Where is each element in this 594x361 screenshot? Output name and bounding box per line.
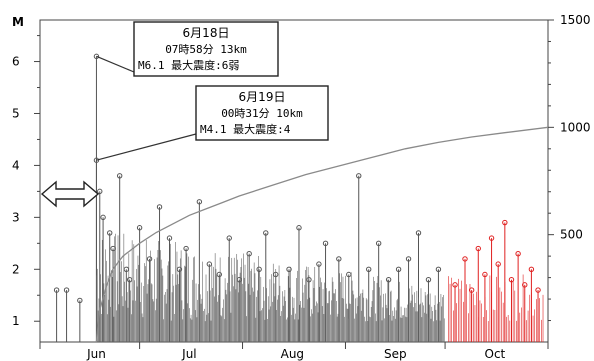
event-point (263, 230, 269, 236)
event-point (166, 235, 173, 241)
callout-time-depth: 07時58分 13km (165, 43, 247, 56)
event-point (256, 266, 262, 272)
callouts: 6月18日 07時58分 13km M6.1 最大震度:6弱 6月19日 00時31分 … (96, 21, 329, 161)
callout-time-depth: 00時31分 10km (221, 107, 303, 120)
callout-date: 6月19日 (239, 90, 286, 104)
event-point (435, 266, 442, 272)
event-point (146, 256, 153, 262)
event-point (63, 287, 70, 293)
y-left-tick-label: 3 (12, 210, 20, 224)
cumulative-curve (95, 126, 549, 343)
x-month-label: Jun (86, 347, 106, 361)
event-point (206, 261, 213, 267)
event-point (535, 287, 541, 293)
event-point (286, 266, 292, 272)
callout-magnitude-intensity: M4.1 最大震度:4 (200, 122, 291, 136)
callout-date: 6月18日 (183, 26, 230, 40)
event-point (156, 204, 163, 210)
event-point (475, 245, 481, 252)
double-arrow-shape (40, 180, 100, 208)
x-month-label: Aug (281, 347, 304, 361)
event-point (336, 256, 342, 262)
event-point (495, 261, 501, 267)
event-point (322, 240, 329, 247)
double-arrow-icon (40, 180, 100, 208)
x-month-label: Oct (485, 347, 506, 361)
event-point (136, 225, 143, 231)
callout-leader (96, 55, 135, 73)
event-point (366, 266, 372, 272)
event-point (375, 240, 382, 247)
event-point (415, 230, 422, 236)
event-point (226, 235, 232, 241)
data-stems (53, 53, 544, 342)
event-point (425, 276, 432, 283)
event-point (316, 261, 322, 267)
event-point (385, 276, 392, 283)
y-left-axis-label: M (12, 15, 24, 29)
event-point (528, 266, 535, 272)
cumulative-curve-line (95, 126, 549, 343)
event-point (97, 188, 103, 195)
event-point (405, 256, 412, 262)
callout-leader (96, 133, 197, 161)
callout-box (133, 21, 279, 77)
callout-magnitude-intensity: M6.1 最大震度:6弱 (138, 58, 239, 72)
y-left-tick-label: 1 (12, 314, 20, 328)
callout-box (195, 85, 329, 141)
event-point (395, 266, 402, 272)
event-point (508, 276, 515, 283)
event-point (77, 297, 83, 304)
event-point (468, 287, 475, 293)
axis-ticks: 1 2 3 4 5 6 500 1000 1500 Jun Jul Aug Sep Oct (12, 13, 591, 361)
event-point (196, 199, 203, 205)
event-point (183, 245, 189, 252)
event-point (522, 282, 528, 288)
y-left-tick-label: 6 (12, 55, 20, 69)
y-left-tick-label: 2 (12, 262, 20, 276)
event-point (107, 230, 113, 236)
event-point (356, 173, 362, 179)
event-point (515, 251, 521, 257)
event-point (482, 271, 488, 278)
event-point (488, 235, 495, 241)
event-point (296, 225, 302, 231)
event-point (53, 287, 60, 293)
y-right-tick-label: 1000 (560, 120, 591, 134)
x-month-label: Jul (181, 347, 196, 361)
y-right-tick-label: 1500 (560, 13, 591, 27)
y-left-tick-label: 5 (12, 106, 20, 120)
event-point (100, 214, 106, 221)
y-left-tick-label: 4 (12, 158, 20, 172)
event-point (246, 251, 252, 257)
event-point (462, 256, 468, 262)
event-point (216, 271, 222, 278)
y-right-tick-label: 500 (560, 228, 583, 242)
x-month-label: Sep (384, 347, 407, 361)
event-point (93, 53, 100, 60)
event-point (116, 173, 123, 179)
event-point (452, 282, 458, 288)
event-point (502, 219, 508, 226)
